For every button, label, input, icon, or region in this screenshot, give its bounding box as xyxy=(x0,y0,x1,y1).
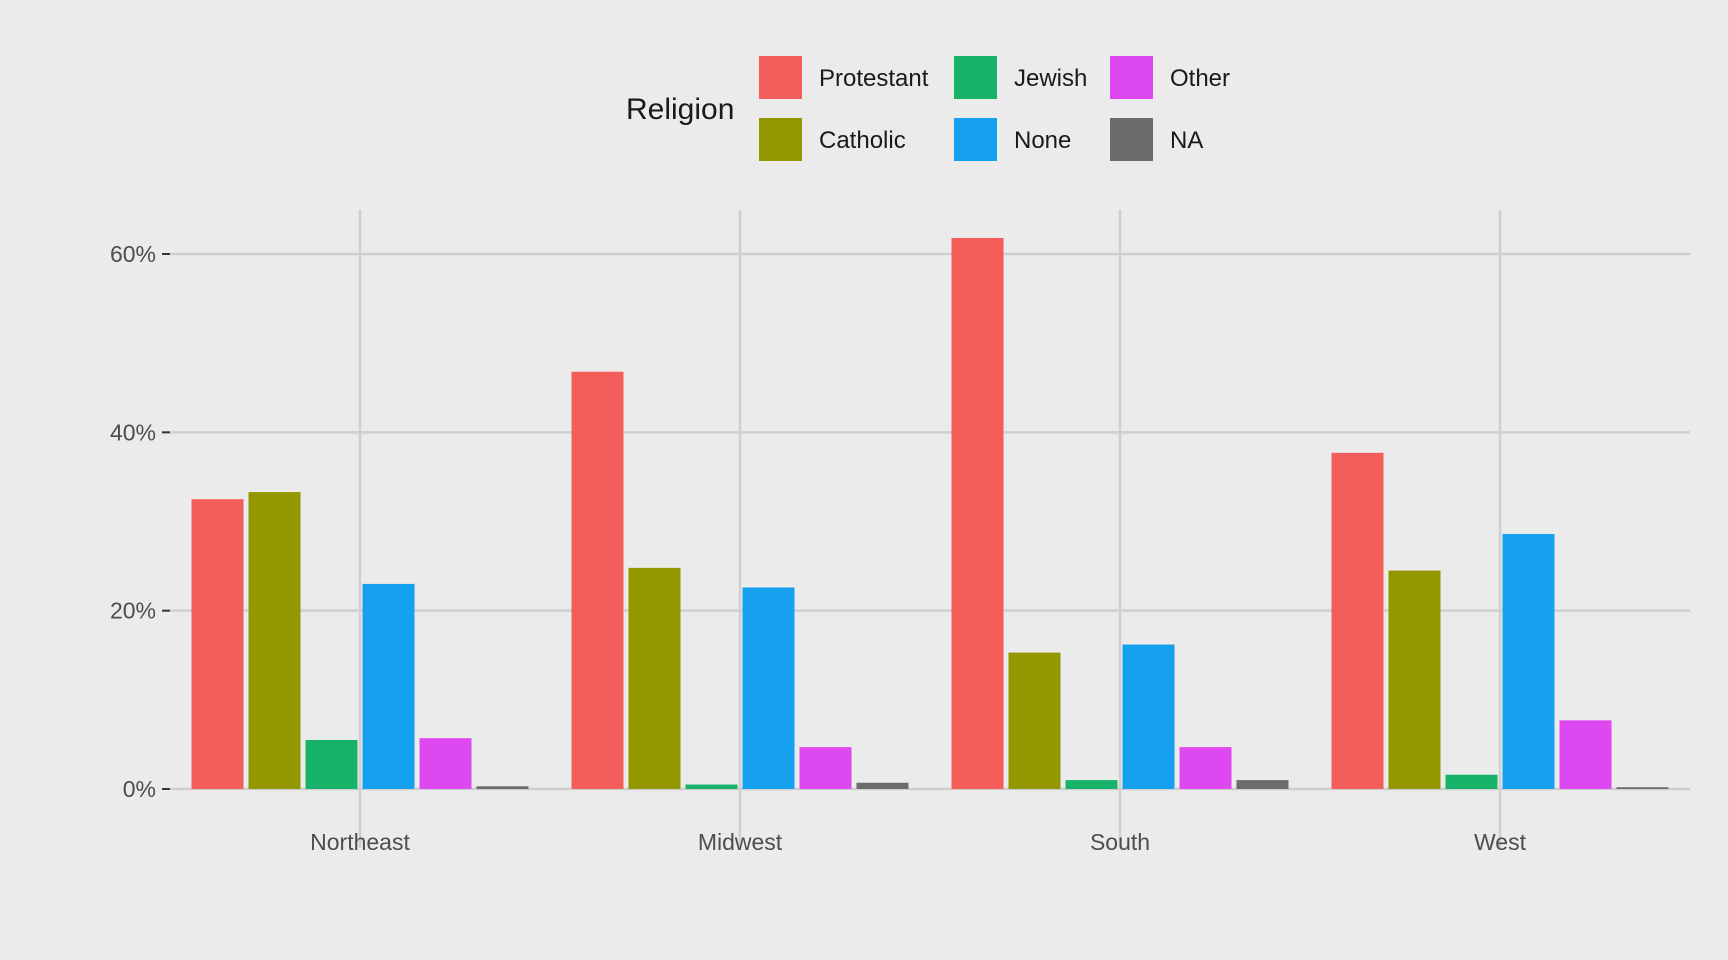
y-axis: 0% 20% 40% 60% xyxy=(110,241,170,802)
bar-na-south xyxy=(1236,780,1289,789)
legend-label-other: Other xyxy=(1170,65,1230,92)
bar-none-northeast xyxy=(362,583,415,789)
legend-key-na xyxy=(1110,118,1153,161)
bar-none-west xyxy=(1502,533,1555,789)
legend-items: Protestant Catholic Jewish None Other NA xyxy=(759,56,1230,161)
x-tick-label: West xyxy=(1474,829,1527,855)
x-tick-label: Midwest xyxy=(698,829,783,855)
bar-jewish-west xyxy=(1445,774,1498,789)
legend-title: Religion xyxy=(626,93,734,126)
bar-na-midwest xyxy=(856,782,909,789)
bar-protestant-west xyxy=(1331,452,1384,789)
bar-other-northeast xyxy=(419,738,472,789)
bar-catholic-midwest xyxy=(628,567,681,789)
x-axis: Northeast Midwest South West xyxy=(310,829,1526,855)
bars xyxy=(191,237,1669,789)
bar-catholic-northeast xyxy=(248,492,301,789)
y-tick-label: 0% xyxy=(123,776,156,802)
bar-jewish-northeast xyxy=(305,739,358,789)
legend: Religion Protestant Catholic Jewish None Oth… xyxy=(626,56,1230,161)
y-tick-label: 60% xyxy=(110,241,156,267)
legend-key-jewish xyxy=(954,56,997,99)
legend-label-na: NA xyxy=(1170,127,1203,154)
legend-key-none xyxy=(954,118,997,161)
legend-label-none: None xyxy=(1014,127,1071,154)
legend-key-protestant xyxy=(759,56,802,99)
legend-key-other xyxy=(1110,56,1153,99)
bar-catholic-south xyxy=(1008,652,1061,789)
x-tick-label: Northeast xyxy=(310,829,410,855)
bar-none-midwest xyxy=(742,587,795,789)
bar-protestant-northeast xyxy=(191,499,244,789)
bar-na-west xyxy=(1616,787,1669,789)
bar-other-west xyxy=(1559,720,1612,789)
bar-jewish-midwest xyxy=(685,784,738,789)
legend-key-catholic xyxy=(759,118,802,161)
legend-label-catholic: Catholic xyxy=(819,127,906,154)
bar-na-northeast xyxy=(476,786,529,789)
legend-label-protestant: Protestant xyxy=(819,65,929,92)
bar-other-south xyxy=(1179,747,1232,789)
bar-catholic-west xyxy=(1388,570,1441,789)
y-tick-label: 40% xyxy=(110,419,156,445)
bar-none-south xyxy=(1122,644,1175,789)
bar-protestant-midwest xyxy=(571,371,624,789)
legend-label-jewish: Jewish xyxy=(1014,65,1087,92)
y-tick-label: 20% xyxy=(110,598,156,624)
bar-jewish-south xyxy=(1065,780,1118,789)
bar-other-midwest xyxy=(799,747,852,789)
bar-protestant-south xyxy=(951,237,1004,789)
x-tick-label: South xyxy=(1090,829,1150,855)
